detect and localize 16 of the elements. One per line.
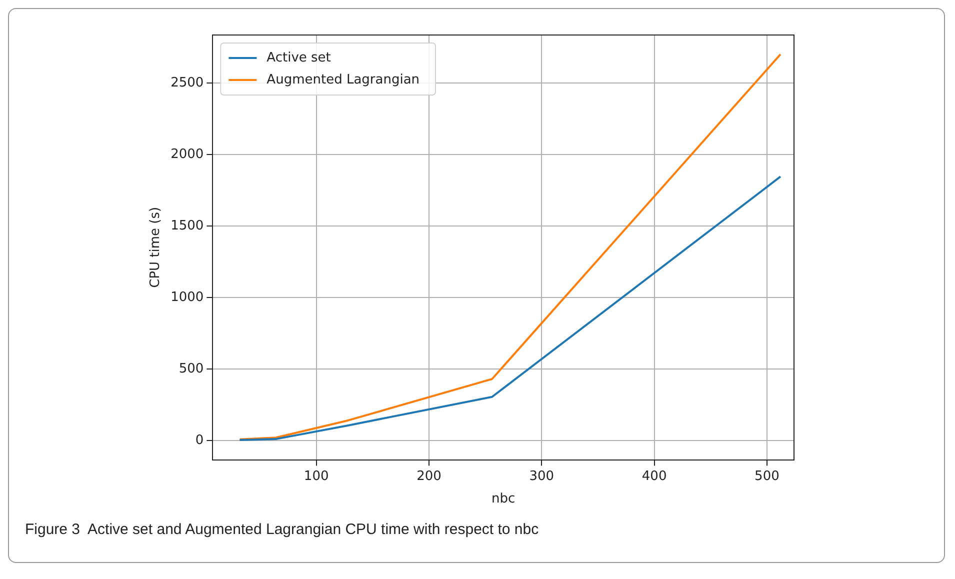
x-tick-label: 500 <box>754 468 780 484</box>
y-tick-label: 2000 <box>170 146 204 162</box>
x-tick-label: 200 <box>416 468 442 484</box>
legend-label: Augmented Lagrangian <box>266 72 420 88</box>
caption: Figure 3 Active set and Augmented Lagrangian CPU time with respect to nbc <box>24 520 540 540</box>
y-tick-label: 0 <box>195 432 204 448</box>
legend-label: Active set <box>266 50 331 66</box>
y-tick-label: 1000 <box>170 290 204 305</box>
x-tick-label: 100 <box>304 468 329 484</box>
x-tick-label: 400 <box>642 468 667 484</box>
x-tick-label: 300 <box>529 468 554 484</box>
y-tick-label: 1500 <box>170 218 204 234</box>
y-axis-title: CPU time (s) <box>148 206 164 288</box>
x-axis-title: nbc <box>492 492 516 507</box>
y-tick-label: 2500 <box>170 75 204 90</box>
y-tick-label: 500 <box>178 361 204 376</box>
